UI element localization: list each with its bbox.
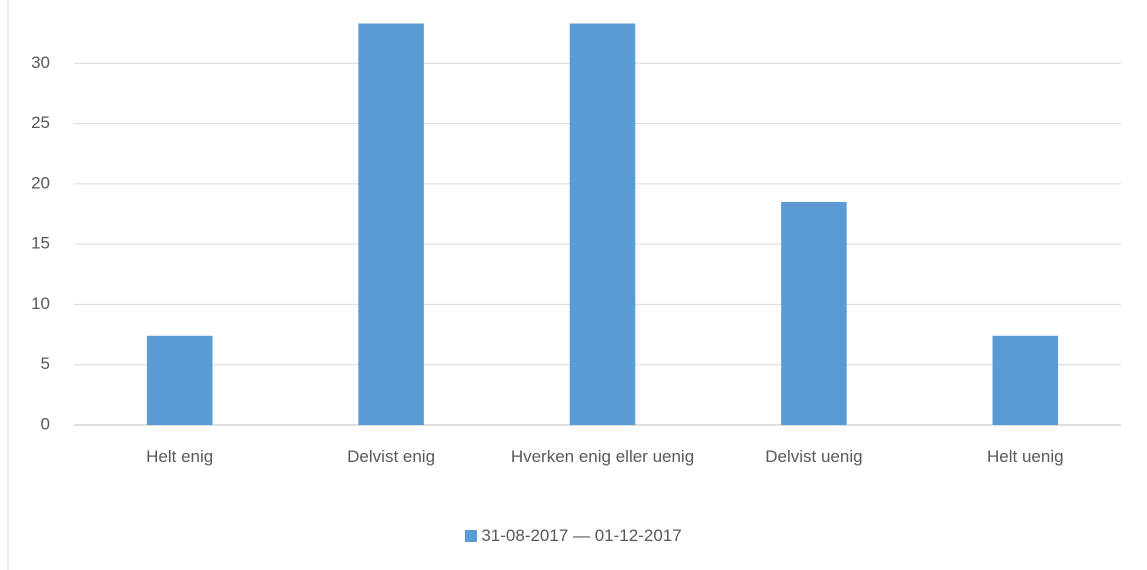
bar — [569, 23, 636, 426]
x-tick-label: Delvist uenig — [765, 447, 863, 466]
bar — [146, 335, 213, 425]
bar — [992, 335, 1059, 425]
x-tick-label: Hverken enig eller uenig — [510, 447, 695, 466]
x-tick-label: Helt enig — [146, 447, 214, 466]
x-tick-label: Delvist enig — [347, 447, 436, 466]
x-tick-label: Helt uenig — [987, 447, 1064, 466]
y-tick-label: 25 — [31, 113, 50, 132]
legend-swatch — [465, 530, 478, 542]
bar — [358, 23, 424, 426]
y-tick-label: 15 — [31, 234, 50, 253]
legend-label: 31-08-2017 — 01-12-2017 — [481, 526, 682, 545]
y-tick-label: 0 — [41, 414, 50, 433]
y-tick-label: 5 — [41, 354, 50, 373]
bar — [781, 201, 847, 425]
legend: 31-08-2017 — 01-12-2017 — [0, 526, 1147, 546]
y-tick-label: 20 — [31, 173, 50, 192]
y-tick-label: 10 — [31, 294, 50, 313]
y-tick-label: 30 — [31, 53, 50, 72]
